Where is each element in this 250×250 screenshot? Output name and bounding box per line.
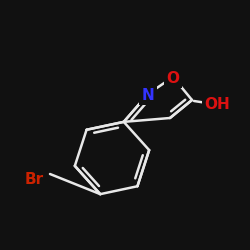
Text: N: N xyxy=(142,88,154,103)
Text: OH: OH xyxy=(204,97,230,112)
Text: O: O xyxy=(166,71,179,86)
Text: Br: Br xyxy=(24,172,44,187)
